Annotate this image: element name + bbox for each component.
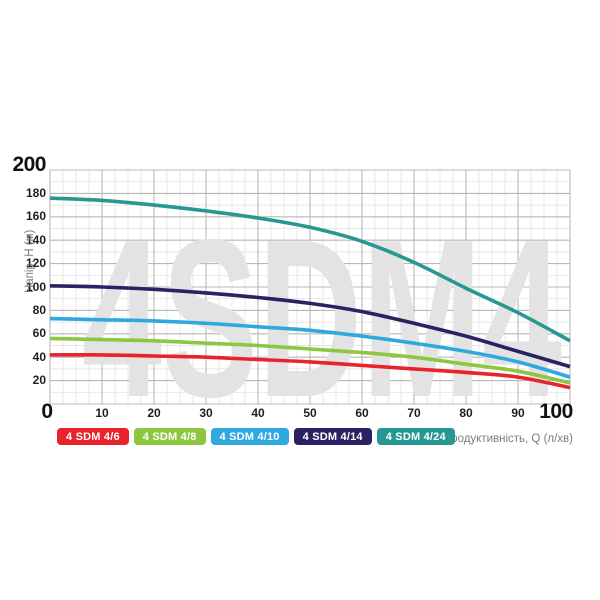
legend-item-4-sdm-4-6: 4 SDM 4/6 <box>57 428 129 445</box>
y-tick-label: 20 <box>32 373 46 388</box>
x-tick-label: 10 <box>95 406 109 420</box>
x-tick-label: 80 <box>459 406 473 420</box>
x-axis-title: Продуктивність, Q (л/хв) <box>442 433 573 445</box>
y-tick-label: 100 <box>25 279 46 294</box>
legend-item-label: 4 SDM 4/24 <box>385 430 446 443</box>
curve-4-sdm-4-10 <box>49 316 571 379</box>
watermark-text: 4SDM4 <box>82 192 562 444</box>
x-axis-max-label: 100 <box>539 400 573 423</box>
pump-curves <box>49 196 571 390</box>
legend: 4 SDM 4/6 4 SDM 4/8 4 SDM 4/10 4 SDM 4/14 4 … <box>57 428 455 445</box>
x-tick-label: 40 <box>251 406 265 420</box>
x-tick-label: 70 <box>407 406 421 420</box>
x-axis-origin-label: 0 <box>41 400 53 423</box>
y-tick-label: 160 <box>25 209 46 224</box>
y-tick-label: 60 <box>32 326 46 341</box>
y-axis-title: Напір, H (м) <box>24 229 36 293</box>
x-tick-label: 30 <box>199 406 213 420</box>
x-tick-label: 90 <box>511 406 525 420</box>
y-tick-label: 140 <box>25 232 46 247</box>
curve-4-sdm-4-24 <box>49 196 571 343</box>
legend-item-4-sdm-4-8: 4 SDM 4/8 <box>133 428 206 445</box>
y-axis-max-label: 200 <box>12 153 46 176</box>
y-tick-label: 180 <box>25 185 46 200</box>
legend-item-label: 4 SDM 4/14 <box>302 430 363 443</box>
x-tick-label: 60 <box>355 406 369 420</box>
curve-4-sdm-4-6 <box>49 353 571 390</box>
curve-4-sdm-4-14 <box>49 284 571 369</box>
y-tick-label: 80 <box>32 302 46 317</box>
y-tick-label: 40 <box>32 349 46 364</box>
x-tick-label: 20 <box>147 406 161 420</box>
legend-item-label: 4 SDM 4/8 <box>142 430 197 443</box>
x-tick-label: 50 <box>303 406 317 420</box>
legend-item-4-sdm-4-14: 4 SDM 4/14 <box>293 428 372 445</box>
legend-item-label: 4 SDM 4/6 <box>66 430 120 443</box>
legend-item-4-sdm-4-24: 4 SDM 4/24 <box>376 428 455 445</box>
y-tick-label: 120 <box>25 256 46 271</box>
legend-item-4-sdm-4-10: 4 SDM 4/10 <box>210 428 289 445</box>
curve-4-sdm-4-8 <box>49 336 571 385</box>
legend-item-label: 4 SDM 4/10 <box>219 430 280 443</box>
